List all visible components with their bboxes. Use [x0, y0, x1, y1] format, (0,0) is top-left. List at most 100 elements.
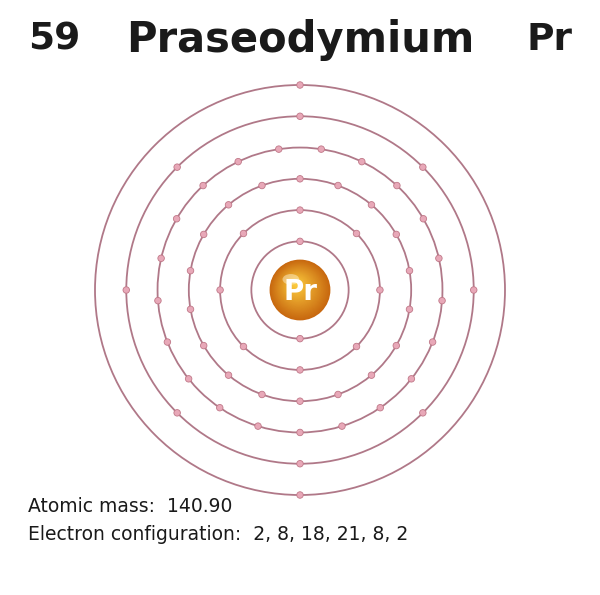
Ellipse shape [284, 273, 311, 300]
Ellipse shape [288, 277, 305, 294]
Ellipse shape [284, 274, 310, 299]
Ellipse shape [280, 270, 316, 305]
Circle shape [430, 339, 436, 345]
Circle shape [259, 182, 265, 189]
Ellipse shape [279, 268, 318, 307]
Circle shape [470, 287, 477, 293]
Ellipse shape [292, 280, 301, 290]
Ellipse shape [295, 283, 296, 284]
Ellipse shape [280, 270, 316, 306]
Circle shape [377, 405, 383, 411]
Circle shape [393, 231, 400, 237]
Ellipse shape [283, 274, 299, 284]
Ellipse shape [292, 281, 299, 289]
Circle shape [225, 372, 232, 378]
Ellipse shape [273, 263, 326, 315]
Circle shape [200, 231, 207, 237]
Circle shape [297, 238, 303, 245]
Circle shape [353, 230, 360, 237]
Circle shape [297, 398, 303, 405]
Circle shape [419, 164, 426, 170]
Circle shape [297, 461, 303, 467]
Ellipse shape [274, 264, 325, 315]
Circle shape [436, 255, 442, 262]
Ellipse shape [294, 283, 298, 286]
Circle shape [368, 202, 375, 208]
Circle shape [164, 339, 170, 345]
Ellipse shape [287, 275, 307, 296]
Ellipse shape [285, 274, 310, 299]
Ellipse shape [280, 269, 317, 306]
Circle shape [408, 375, 415, 382]
Circle shape [225, 202, 232, 208]
Ellipse shape [271, 261, 328, 318]
Ellipse shape [272, 262, 327, 317]
Circle shape [335, 392, 341, 397]
Circle shape [297, 336, 303, 342]
Ellipse shape [292, 280, 301, 289]
Circle shape [200, 182, 206, 189]
Circle shape [420, 215, 427, 222]
Circle shape [187, 306, 194, 312]
Circle shape [240, 230, 247, 237]
Circle shape [174, 409, 181, 416]
Ellipse shape [278, 267, 319, 309]
Circle shape [353, 343, 360, 350]
Circle shape [377, 287, 383, 293]
Circle shape [297, 367, 303, 373]
Ellipse shape [272, 262, 326, 316]
Circle shape [297, 491, 303, 498]
Circle shape [335, 182, 341, 189]
Circle shape [155, 298, 161, 304]
Ellipse shape [290, 278, 303, 292]
Text: Atomic mass:  140.90: Atomic mass: 140.90 [28, 497, 232, 516]
Circle shape [297, 207, 303, 214]
Circle shape [255, 423, 261, 430]
Circle shape [359, 158, 365, 165]
Circle shape [259, 392, 265, 397]
Ellipse shape [284, 273, 311, 300]
Circle shape [240, 343, 247, 350]
Text: Praseodymium: Praseodymium [126, 19, 474, 61]
Ellipse shape [278, 268, 319, 308]
Circle shape [394, 182, 400, 189]
Text: Pr: Pr [526, 22, 572, 58]
Circle shape [393, 342, 400, 349]
Text: 59: 59 [28, 22, 80, 58]
Circle shape [297, 82, 303, 88]
Ellipse shape [295, 283, 297, 286]
Circle shape [406, 306, 413, 312]
Circle shape [187, 267, 194, 274]
Circle shape [297, 176, 303, 182]
Ellipse shape [293, 282, 298, 287]
Ellipse shape [270, 260, 330, 320]
Circle shape [235, 158, 241, 165]
Ellipse shape [277, 266, 322, 311]
Ellipse shape [289, 278, 305, 293]
Ellipse shape [287, 276, 307, 296]
Circle shape [158, 255, 164, 262]
Ellipse shape [275, 264, 323, 313]
Circle shape [123, 287, 130, 293]
Ellipse shape [274, 264, 324, 314]
Ellipse shape [282, 271, 314, 303]
Circle shape [173, 215, 180, 222]
Ellipse shape [277, 267, 320, 309]
Ellipse shape [271, 261, 329, 319]
Circle shape [339, 423, 345, 430]
Ellipse shape [277, 267, 320, 310]
Ellipse shape [286, 275, 309, 298]
Ellipse shape [281, 271, 314, 303]
Circle shape [439, 298, 445, 304]
Ellipse shape [272, 262, 328, 318]
Ellipse shape [269, 259, 331, 320]
Circle shape [217, 405, 223, 411]
Ellipse shape [281, 270, 315, 305]
Circle shape [368, 372, 375, 378]
Ellipse shape [289, 278, 304, 293]
Ellipse shape [283, 272, 313, 302]
Circle shape [217, 287, 223, 293]
Ellipse shape [291, 280, 302, 290]
Text: Pr: Pr [283, 277, 317, 305]
Circle shape [406, 267, 413, 274]
